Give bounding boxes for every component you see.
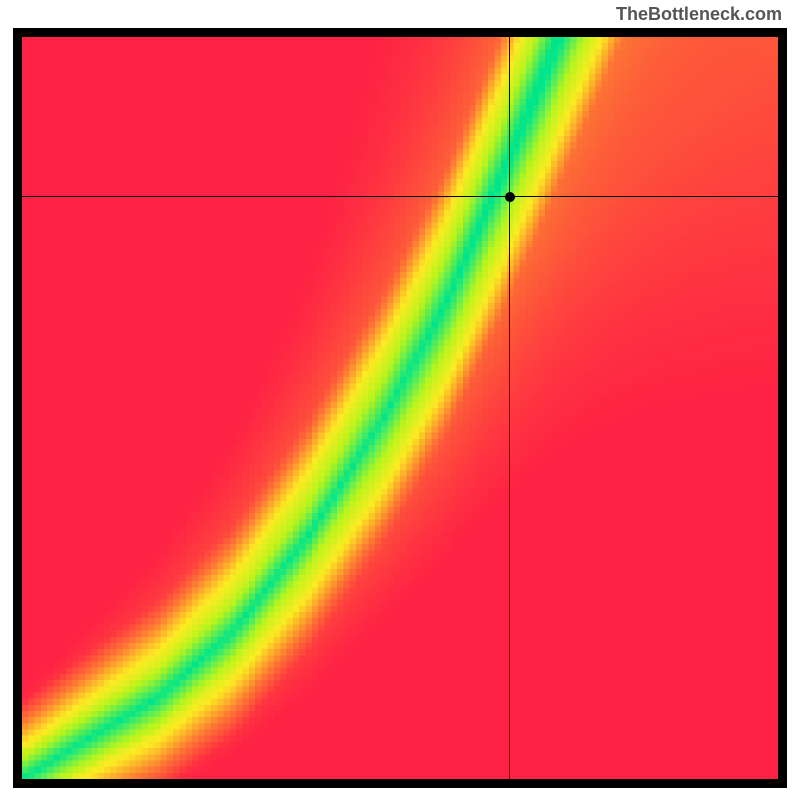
crosshair-marker	[505, 192, 515, 202]
plot-frame	[13, 28, 787, 788]
watermark-text: TheBottleneck.com	[616, 4, 782, 25]
crosshair-vertical	[509, 37, 510, 779]
crosshair-horizontal	[22, 196, 778, 197]
chart-container: TheBottleneck.com	[0, 0, 800, 800]
bottleneck-heatmap	[22, 37, 778, 779]
